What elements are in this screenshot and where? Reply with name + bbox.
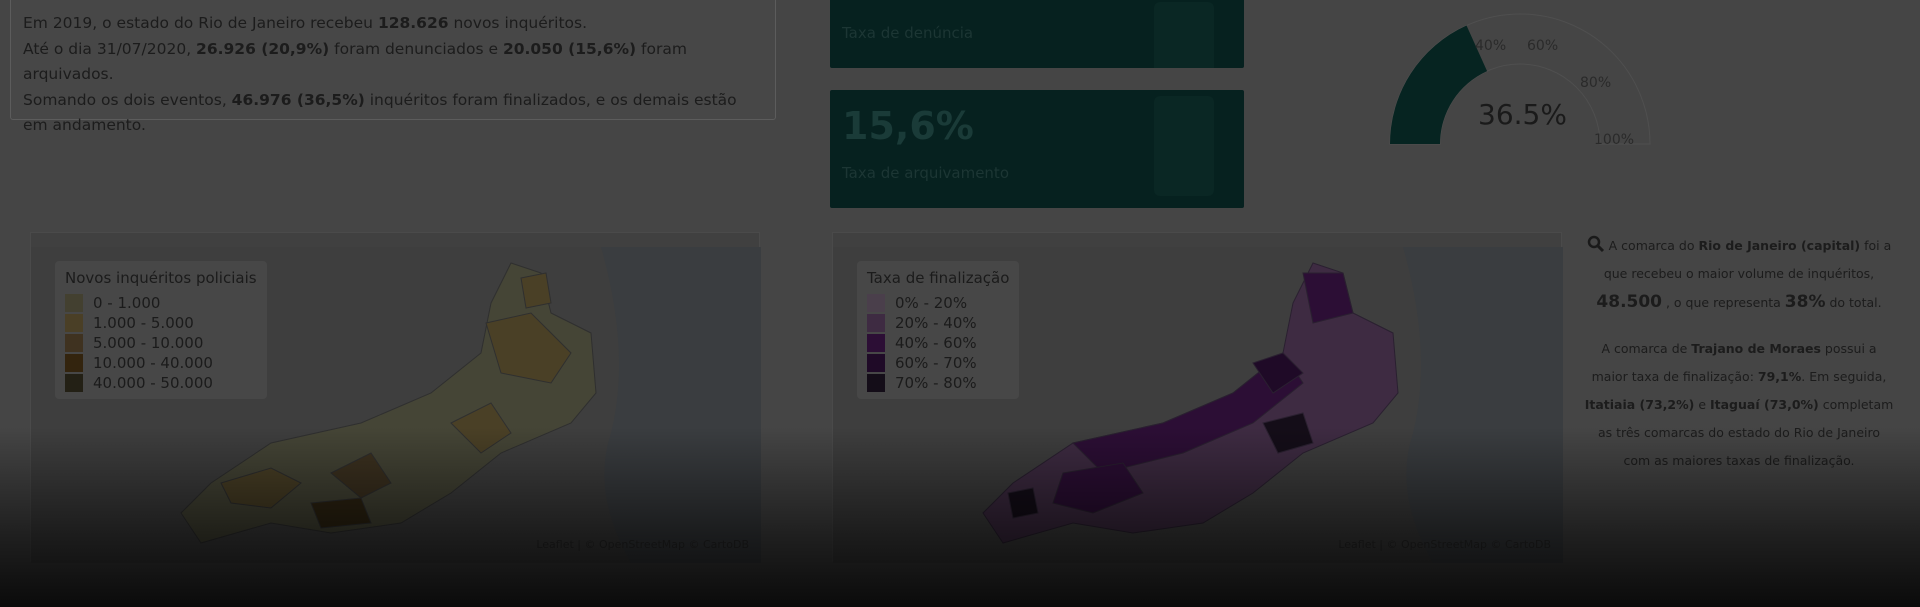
legend-swatch	[867, 294, 885, 312]
highlight-paragraph-2: A comarca de Trajano de Moraes possui a …	[1584, 335, 1894, 475]
region-polygon[interactable]	[1302, 272, 1354, 324]
legend-swatch	[65, 314, 83, 332]
text: novos inquéritos.	[448, 14, 588, 32]
map-attribution-link[interactable]: Leaflet | © OpenStreetMap © CartoDB	[536, 538, 749, 551]
legend-label: 0 - 1.000	[93, 294, 161, 312]
text: A comarca do	[1604, 238, 1699, 253]
legend-swatch	[65, 334, 83, 352]
finalized-count: 46.976 (36,5%)	[231, 90, 365, 109]
legend-swatch	[867, 374, 885, 392]
legend-title: Novos inquéritos policiais	[65, 269, 257, 287]
map-legend: Novos inquéritos policiais 0 - 1.000 1.0…	[55, 261, 267, 399]
gauge-tick: 80%	[1580, 75, 1612, 91]
legend-label: 10.000 - 40.000	[93, 354, 213, 372]
map-attribution-link[interactable]: Leaflet | © OpenStreetMap © CartoDB	[1338, 538, 1551, 551]
volume-share: 38%	[1784, 292, 1826, 312]
legend-row: 5.000 - 10.000	[65, 333, 257, 353]
kpi-label: Taxa de arquivamento	[842, 164, 1009, 182]
gauge-fill	[1390, 25, 1488, 144]
rate-value: (73,0%)	[1759, 397, 1819, 412]
legend-label: 1.000 - 5.000	[93, 314, 194, 332]
text: inquéritos foram finalizados, e os demai…	[23, 90, 737, 135]
total-inquiries: 128.626	[377, 14, 449, 32]
legend-swatch	[867, 354, 885, 372]
legend-row: 60% - 70%	[867, 353, 1009, 373]
text: foram arquivados.	[23, 39, 687, 84]
map-legend: Taxa de finalização 0% - 20% 20% - 40% 4…	[857, 261, 1020, 399]
finalization-gauge	[1389, 13, 1651, 145]
legend-label: 70% - 80%	[895, 374, 977, 392]
archived-count: 20.050 (15,6%)	[502, 39, 637, 58]
ocean-area	[1403, 247, 1563, 563]
legend-row: 40% - 60%	[867, 333, 1009, 353]
card-icon	[1154, 2, 1214, 68]
region-polygon[interactable]	[1252, 352, 1304, 394]
legend-swatch	[867, 334, 885, 352]
legend-row: 20% - 40%	[867, 313, 1009, 333]
card-icon	[1154, 96, 1214, 196]
kpi-card-arquivamento: 15,6% Taxa de arquivamento	[830, 90, 1244, 208]
legend-label: 40% - 60%	[895, 334, 977, 352]
text: . Em seguida,	[1801, 369, 1887, 384]
gauge-tick: 40%	[1475, 38, 1507, 54]
legend-row: 0% - 20%	[867, 293, 1009, 313]
text: Até o dia 31/07/2020,	[23, 39, 197, 58]
legend-swatch	[65, 294, 83, 312]
summary-line-1: Em 2019, o estado do Rio de Janeiro rece…	[23, 11, 763, 37]
summary-textbox: Em 2019, o estado do Rio de Janeiro rece…	[10, 0, 776, 134]
legend-row: 0 - 1.000	[65, 293, 257, 313]
legend-swatch	[65, 374, 83, 392]
legend-label: 20% - 40%	[895, 314, 977, 332]
gauge-value: 36.5%	[1478, 98, 1567, 131]
map-new-inquiries[interactable]: Novos inquéritos policiais 0 - 1.000 1.0…	[30, 232, 761, 563]
legend-label: 5.000 - 10.000	[93, 334, 204, 352]
text: Somando os dois eventos,	[23, 90, 232, 109]
text: Em 2019, o estado do Rio de Janeiro rece…	[23, 14, 378, 32]
max-rate: 79,1%	[1757, 369, 1802, 384]
kpi-card-denuncia: Taxa de denúncia	[830, 0, 1244, 68]
gauge-tick: 60%	[1527, 38, 1559, 54]
comarca-name: Itatiaia	[1584, 397, 1636, 412]
legend-swatch	[65, 354, 83, 372]
legend-label: 60% - 70%	[895, 354, 977, 372]
text: , o que representa	[1662, 295, 1785, 310]
text: possui a maior taxa de finalização:	[1591, 341, 1877, 384]
summary-line-2: Até o dia 31/07/2020, 26.926 (20,9%) for…	[23, 37, 763, 88]
max-volume: 48.500	[1596, 292, 1663, 312]
region-polygon[interactable]	[310, 497, 372, 529]
rate-value: (73,2%)	[1635, 397, 1695, 412]
comarca-name: Itaguaí	[1709, 397, 1760, 412]
gauge-tick: 100%	[1594, 132, 1635, 148]
region-polygon[interactable]	[485, 312, 572, 384]
legend-row: 1.000 - 5.000	[65, 313, 257, 333]
legend-label: 40.000 - 50.000	[93, 374, 213, 392]
legend-title: Taxa de finalização	[867, 269, 1010, 287]
search-icon	[1587, 235, 1604, 253]
legend-row: 40.000 - 50.000	[65, 373, 257, 393]
region-polygon[interactable]	[520, 272, 552, 309]
legend-row: 70% - 80%	[867, 373, 1009, 393]
ocean-area	[601, 247, 761, 563]
kpi-value: 15,6%	[842, 104, 974, 148]
text: do total.	[1825, 295, 1882, 310]
denounced-count: 26.926 (20,9%)	[196, 39, 330, 58]
text: A comarca de	[1601, 341, 1692, 356]
summary-line-3: Somando os dois eventos, 46.976 (36,5%) …	[23, 88, 763, 139]
comarca-name: Rio de Janeiro (capital)	[1698, 238, 1861, 253]
comarca-name: Trajano de Moraes	[1691, 341, 1821, 356]
highlights-text: A comarca do Rio de Janeiro (capital) fo…	[1584, 232, 1894, 493]
legend-label: 0% - 20%	[895, 294, 968, 312]
text: e	[1694, 397, 1710, 412]
legend-swatch	[867, 314, 885, 332]
highlight-paragraph-1: A comarca do Rio de Janeiro (capital) fo…	[1584, 232, 1894, 317]
text: foram denunciados e	[329, 39, 503, 58]
region-polygon[interactable]	[1007, 487, 1039, 519]
legend-row: 10.000 - 40.000	[65, 353, 257, 373]
map-finalization-rate[interactable]: Taxa de finalização 0% - 20% 20% - 40% 4…	[832, 232, 1563, 563]
kpi-label: Taxa de denúncia	[842, 24, 974, 42]
text: foi a que recebeu o maior volume de inqu…	[1603, 238, 1892, 281]
